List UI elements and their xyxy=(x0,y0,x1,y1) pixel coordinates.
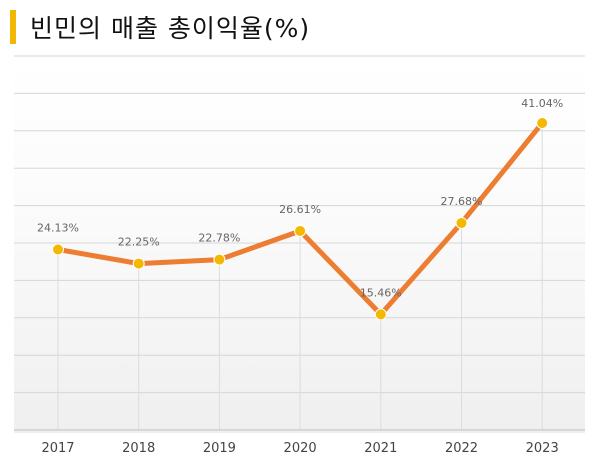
data-point-2023 xyxy=(536,117,549,130)
x-tick-label-2017: 2017 xyxy=(41,441,74,456)
data-label-2021: 15.46% xyxy=(360,286,402,299)
x-tick-label-2022: 2022 xyxy=(445,441,478,456)
chart-title: 빈민의 매출 총이익율(%) xyxy=(30,14,311,43)
data-label-2017: 24.13% xyxy=(37,222,79,235)
data-point-2021 xyxy=(374,308,387,321)
x-tick-label-2020: 2020 xyxy=(284,441,317,456)
data-label-2022: 27.68% xyxy=(441,195,483,208)
x-tick-label-2021: 2021 xyxy=(364,441,397,456)
data-point-2017 xyxy=(52,243,64,256)
data-point-2022 xyxy=(455,216,468,229)
data-label-2023: 41.04% xyxy=(521,97,563,110)
title-accent-bar xyxy=(10,10,16,44)
chart-header: 빈민의 매출 총이익율(%) xyxy=(0,0,600,48)
data-point-2020 xyxy=(294,224,307,237)
data-point-2018 xyxy=(132,257,145,270)
data-label-2019: 22.78% xyxy=(198,232,240,245)
data-label-2020: 26.61% xyxy=(279,203,321,216)
x-tick-label-2018: 2018 xyxy=(122,441,155,456)
plot-area xyxy=(14,56,585,433)
data-label-2018: 22.25% xyxy=(118,236,160,249)
x-tick-label-2019: 2019 xyxy=(203,441,236,456)
data-point-2019 xyxy=(213,253,226,266)
x-tick-label-2023: 2023 xyxy=(526,441,559,456)
